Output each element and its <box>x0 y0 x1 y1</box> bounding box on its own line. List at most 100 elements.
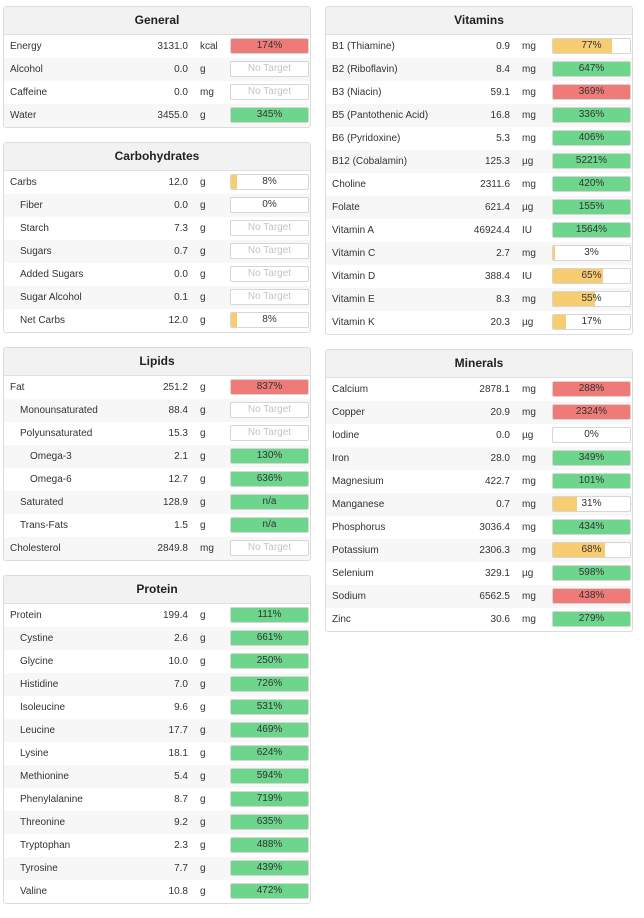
nutrient-row[interactable]: Fiber 0.0 g 0% <box>4 194 310 217</box>
target-progress-bar: 647% <box>552 61 631 77</box>
nutrient-row[interactable]: Tryptophan 2.3 g 488% <box>4 834 310 857</box>
nutrient-row[interactable]: Vitamin D 388.4 IU 65% <box>326 265 632 288</box>
nutrient-row[interactable]: Folate 621.4 µg 155% <box>326 196 632 219</box>
nutrient-name: Vitamin D <box>332 271 376 282</box>
nutrient-row[interactable]: Threonine 9.2 g 635% <box>4 811 310 834</box>
nutrient-name: Protein <box>10 610 42 621</box>
nutrient-row[interactable]: Tyrosine 7.7 g 439% <box>4 857 310 880</box>
nutrient-row[interactable]: Water 3455.0 g 345% <box>4 104 310 127</box>
nutrient-row[interactable]: Iodine 0.0 µg 0% <box>326 424 632 447</box>
nutrient-row[interactable]: B12 (Cobalamin) 125.3 µg 5221% <box>326 150 632 173</box>
nutrient-row[interactable]: Isoleucine 9.6 g 531% <box>4 696 310 719</box>
nutrient-row[interactable]: Sugar Alcohol 0.1 g No Target <box>4 286 310 309</box>
progress-percent-label: 598% <box>578 567 605 578</box>
nutrient-amount: 2311.6 <box>480 179 510 190</box>
progress-percent-label: 111% <box>257 609 282 620</box>
nutrient-row[interactable]: Vitamin E 8.3 mg 55% <box>326 288 632 311</box>
nutrient-unit: g <box>200 886 206 897</box>
nutrient-unit: mg <box>522 294 536 305</box>
nutrient-row[interactable]: Histidine 7.0 g 726% <box>4 673 310 696</box>
nutrient-unit: g <box>200 382 206 393</box>
nutrient-row[interactable]: B2 (Riboflavin) 8.4 mg 647% <box>326 58 632 81</box>
progress-percent-label: 155% <box>578 201 605 212</box>
nutrient-row[interactable]: Omega-3 2.1 g 130% <box>4 445 310 468</box>
progress-fill <box>231 861 308 875</box>
nutrient-name: Histidine <box>20 679 59 690</box>
nutrient-row[interactable]: Phosphorus 3036.4 mg 434% <box>326 516 632 539</box>
nutrient-row[interactable]: Manganese 0.7 mg 31% <box>326 493 632 516</box>
nutrient-row[interactable]: Sodium 6562.5 mg 438% <box>326 585 632 608</box>
nutrient-row[interactable]: Calcium 2878.1 mg 288% <box>326 378 632 401</box>
nutrient-row[interactable]: B5 (Pantothenic Acid) 16.8 mg 336% <box>326 104 632 127</box>
nutrient-row[interactable]: Glycine 10.0 g 250% <box>4 650 310 673</box>
nutrient-unit: g <box>200 633 206 644</box>
nutrient-amount: 422.7 <box>484 476 510 487</box>
progress-fill <box>553 131 630 145</box>
nutrient-amount: 2.6 <box>174 633 188 644</box>
nutrient-row[interactable]: Magnesium 422.7 mg 101% <box>326 470 632 493</box>
nutrient-row[interactable]: Vitamin K 20.3 µg 17% <box>326 311 632 334</box>
nutrient-row[interactable]: B1 (Thiamine) 0.9 mg 77% <box>326 35 632 58</box>
nutrient-unit: g <box>200 428 206 439</box>
nutrient-row[interactable]: Vitamin C 2.7 mg 3% <box>326 242 632 265</box>
nutrient-row[interactable]: Cystine 2.6 g 661% <box>4 627 310 650</box>
nutrient-row[interactable]: Selenium 329.1 µg 598% <box>326 562 632 585</box>
target-progress-bar: 531% <box>230 699 309 715</box>
nutrient-row[interactable]: Lysine 18.1 g 624% <box>4 742 310 765</box>
nutrient-name: Polyunsaturated <box>20 428 93 439</box>
nutrient-amount: 6562.5 <box>479 591 510 602</box>
panel-carbohydrates: Carbohydrates Carbs 12.0 g 8% Fiber 0.0 g 0% Sta… <box>3 142 311 333</box>
nutrient-row[interactable]: Potassium 2306.3 mg 68% <box>326 539 632 562</box>
nutrient-row[interactable]: Polyunsaturated 15.3 g No Target <box>4 422 310 445</box>
nutrient-row[interactable]: Iron 28.0 mg 349% <box>326 447 632 470</box>
nutrient-row[interactable]: Starch 7.3 g No Target <box>4 217 310 240</box>
nutrient-row[interactable]: Sugars 0.7 g No Target <box>4 240 310 263</box>
nutrient-row[interactable]: Choline 2311.6 mg 420% <box>326 173 632 196</box>
nutrient-rows: Calcium 2878.1 mg 288% Copper 20.9 mg 2324% Iodi… <box>326 378 632 631</box>
progress-percent-label: 438% <box>578 590 605 601</box>
nutrient-row[interactable]: Monounsaturated 88.4 g No Target <box>4 399 310 422</box>
nutrient-row[interactable]: Zinc 30.6 mg 279% <box>326 608 632 631</box>
progress-percent-label: No Target <box>247 542 292 553</box>
target-progress-bar: 65% <box>552 268 631 284</box>
nutrient-row[interactable]: Net Carbs 12.0 g 8% <box>4 309 310 332</box>
progress-percent-label: 531% <box>256 701 283 712</box>
nutrient-row[interactable]: Added Sugars 0.0 g No Target <box>4 263 310 286</box>
nutrient-row[interactable]: Valine 10.8 g 472% <box>4 880 310 903</box>
progress-percent-label: 101% <box>578 475 605 486</box>
nutrient-row[interactable]: Energy 3131.0 kcal 174% <box>4 35 310 58</box>
nutrient-amount: 15.3 <box>168 428 188 439</box>
progress-percent-label: 439% <box>256 862 283 873</box>
nutrient-row[interactable]: Vitamin A 46924.4 IU 1564% <box>326 219 632 242</box>
nutrient-row[interactable]: B6 (Pyridoxine) 5.3 mg 406% <box>326 127 632 150</box>
nutrient-name: Phenylalanine <box>20 794 83 805</box>
nutrient-amount: 10.0 <box>168 656 188 667</box>
nutrient-row[interactable]: Alcohol 0.0 g No Target <box>4 58 310 81</box>
nutrient-amount: 28.0 <box>490 453 510 464</box>
nutrient-row[interactable]: Protein 199.4 g 111% <box>4 604 310 627</box>
nutrient-row[interactable]: Saturated 128.9 g n/a <box>4 491 310 514</box>
progress-fill <box>553 315 567 329</box>
nutrient-row[interactable]: Trans-Fats 1.5 g n/a <box>4 514 310 537</box>
nutrient-row[interactable]: Carbs 12.0 g 8% <box>4 171 310 194</box>
nutrient-row[interactable]: Copper 20.9 mg 2324% <box>326 401 632 424</box>
target-progress-bar: 438% <box>552 588 631 604</box>
progress-fill <box>553 246 556 260</box>
nutrient-row[interactable]: Fat 251.2 g 837% <box>4 376 310 399</box>
nutrient-row[interactable]: B3 (Niacin) 59.1 mg 369% <box>326 81 632 104</box>
progress-percent-label: No Target <box>247 291 292 302</box>
progress-percent-label: No Target <box>247 245 292 256</box>
progress-percent-label: No Target <box>247 404 292 415</box>
nutrient-row[interactable]: Omega-6 12.7 g 636% <box>4 468 310 491</box>
nutrient-amount: 0.0 <box>496 430 510 441</box>
progress-percent-label: 472% <box>256 885 283 896</box>
nutrient-row[interactable]: Phenylalanine 8.7 g 719% <box>4 788 310 811</box>
nutrient-row[interactable]: Caffeine 0.0 mg No Target <box>4 81 310 104</box>
target-progress-bar: 17% <box>552 314 631 330</box>
target-progress-bar: No Target <box>230 540 309 556</box>
nutrient-unit: mg <box>522 133 536 144</box>
nutrient-row[interactable]: Methionine 5.4 g 594% <box>4 765 310 788</box>
target-progress-bar: 726% <box>230 676 309 692</box>
nutrient-row[interactable]: Leucine 17.7 g 469% <box>4 719 310 742</box>
nutrient-row[interactable]: Cholesterol 2849.8 mg No Target <box>4 537 310 560</box>
